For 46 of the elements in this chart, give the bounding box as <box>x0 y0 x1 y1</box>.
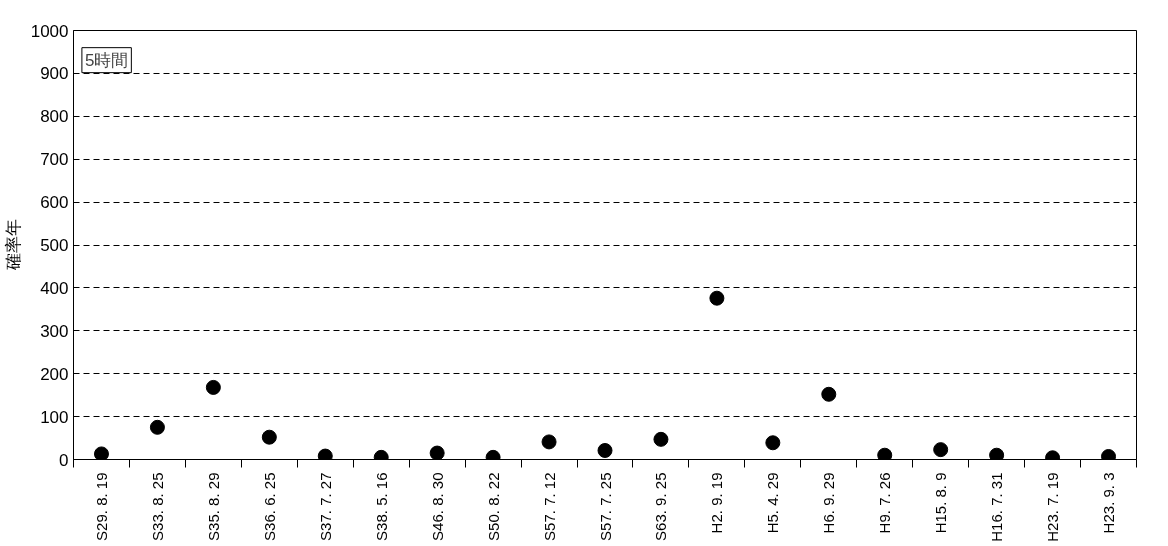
x-tick-label: S63. 9. 25 <box>652 472 670 541</box>
x-tick-label: S35. 8. 29 <box>204 472 222 541</box>
y-tick-label: 300 <box>40 321 69 341</box>
y-tick-label: 100 <box>40 407 69 427</box>
y-tick-label: 500 <box>40 236 69 255</box>
annotation: 5時間 <box>84 50 129 70</box>
y-tick-label: 700 <box>40 150 69 170</box>
point <box>709 290 725 306</box>
x-tick-label: H16. 7. 31 <box>988 472 1006 542</box>
point <box>429 445 445 460</box>
y-tick-label: 200 <box>40 364 69 384</box>
y-tick-label: 400 <box>40 278 69 298</box>
point <box>261 429 277 445</box>
x-tick-label: H2. 9. 19 <box>708 472 726 534</box>
y-tick-label: 0 <box>59 450 69 470</box>
x-tick-label: H15. 8. 9 <box>932 472 950 534</box>
x-tick-label: H9. 7. 26 <box>876 472 894 534</box>
y-tick-label: 600 <box>40 193 69 213</box>
x-tick-label: S38. 5. 16 <box>372 472 390 541</box>
x-tick-label: S57. 7. 25 <box>596 472 614 541</box>
point <box>765 435 781 451</box>
point <box>989 447 1005 460</box>
point <box>877 447 893 460</box>
y-tick-label: 800 <box>40 107 69 127</box>
point <box>821 386 837 402</box>
point <box>653 431 669 447</box>
point <box>597 443 613 458</box>
x-tick-label: S33. 8. 25 <box>148 472 166 541</box>
y-tick-label: 900 <box>40 64 69 84</box>
point <box>149 419 165 435</box>
x-tick-label: S50. 8. 22 <box>484 472 502 541</box>
x-tick-label: H23. 9. 3 <box>1100 472 1118 534</box>
point <box>93 446 109 460</box>
x-tick-label: S36. 6. 25 <box>260 472 278 541</box>
x-tick-label: S57. 7. 12 <box>540 472 558 541</box>
point <box>933 442 949 458</box>
y-axis-title: 確率年 <box>3 219 23 272</box>
x-tick-label: H5. 4. 29 <box>764 472 782 534</box>
x-tick-label: S29. 8. 19 <box>92 472 110 541</box>
x-tick-label: H23. 7. 19 <box>1044 472 1062 542</box>
y-tick-label: 1000 <box>30 21 69 41</box>
x-tick-label: S37. 7. 27 <box>316 472 334 541</box>
point <box>205 379 221 395</box>
x-tick-label: S46. 8. 30 <box>428 472 446 541</box>
point <box>541 434 557 450</box>
x-tick-label: H6. 9. 29 <box>820 472 838 534</box>
